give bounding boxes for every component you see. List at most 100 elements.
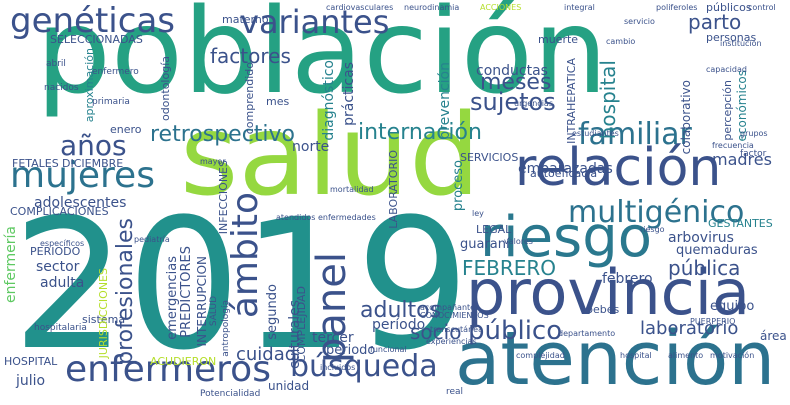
word-provincia: provincia (466, 256, 750, 329)
word-publica: pública (668, 256, 741, 280)
word-neurodinamia: neurodinamia (404, 3, 460, 12)
word-adulta: adulta (40, 275, 85, 291)
word-hospital-s: hospital (620, 351, 652, 360)
word-febrero-up: FEBRERO (462, 256, 557, 280)
word-2019: 2019 (12, 181, 471, 390)
word-potencialidad: Potencialidad (200, 389, 261, 399)
word-riesgo-small: riesgo (640, 225, 665, 234)
word-mayor: mayor (200, 157, 226, 166)
word-nacidos: nacidos (44, 83, 79, 93)
word-diciembre: DICIEMBRE (62, 157, 124, 170)
word-norte: norte (292, 139, 330, 155)
word-abril: abril (46, 59, 66, 69)
word-puerperio: PUERPERIO (690, 317, 736, 326)
word-muerte: muerte (538, 33, 579, 46)
word-urgencias: urgencias (514, 99, 553, 108)
word-mujeres: mujeres (10, 155, 155, 196)
word-tercer: tercer (312, 330, 354, 346)
word-control: control (748, 3, 776, 12)
word-internacion: internación (358, 120, 482, 145)
word-enfermero: enfermero (92, 67, 139, 77)
word-multigenico: multigénico (568, 195, 745, 230)
word-servicios: SERVICIOS (460, 151, 519, 164)
word-acudieron: ACUDIERON (150, 355, 217, 368)
word-autoeficacia: autoeficacia (530, 167, 598, 180)
word-publico: público (468, 316, 563, 346)
word-hospital: hospital (596, 60, 620, 140)
word-laboratorio-up: LABORATORIO (387, 150, 400, 229)
word-conductas: conductas (476, 63, 548, 79)
word-guarani: guaraní (460, 237, 510, 252)
word-conocimientos: CONOCIMIENTOS (420, 311, 489, 320)
word-cardiovasculares: cardiovasculares (326, 3, 394, 12)
word-meses: meses (480, 70, 552, 95)
word-complejidad: COMPLEJIDAD (295, 286, 308, 363)
word-madres: madres (712, 150, 772, 169)
word-periodo: período (372, 317, 426, 333)
word-emergencias: emergencias (165, 256, 180, 340)
word-sector: sector (36, 259, 80, 275)
word-comprendido: comprendido (243, 62, 256, 135)
word-jurisdicciones: JURISDICCIONES (97, 268, 110, 359)
word-frecuencia: frecuencia (712, 141, 754, 150)
word-hospitalaria: hospitalaria (34, 323, 87, 333)
word-gestantes: GESTANTES (708, 217, 773, 230)
word-area: área (760, 329, 787, 343)
word-retrospectivo: retrospectivo (150, 122, 296, 147)
word-anios: años (60, 129, 127, 162)
word-enero: enero (110, 123, 142, 136)
word-institucion: institución (720, 39, 762, 48)
word-arbovirus: arbovirus (668, 230, 734, 246)
word-pediatria: pediatría (134, 235, 170, 244)
word-real: real (446, 387, 464, 397)
word-sujetos: sujetos (470, 88, 556, 116)
word-odontologia: odontología (159, 56, 172, 122)
word-integral: integral (564, 3, 595, 12)
word-parto: parto (688, 10, 742, 34)
word-legal: LEGAL (476, 223, 512, 236)
word-busqueda: búsqueda (290, 349, 438, 384)
word-relacion: relación (515, 138, 722, 198)
word-periodo-up: PERIODO (30, 245, 81, 258)
word-factor: factor (740, 149, 767, 159)
word-complejidad-s: complejidad (516, 351, 565, 360)
word-embarazadas: embarazadas (518, 161, 613, 177)
word-adultos: adultos (360, 298, 442, 323)
word-especificos: específicos (40, 239, 85, 248)
word-funcional: funcional (370, 345, 407, 354)
word-acompanantes: acompañantes (420, 303, 480, 312)
word-interrupcion: INTERRUPCION (195, 256, 209, 347)
word-poblacion: población (36, 0, 608, 120)
word-experiencias: experiencias (426, 337, 477, 346)
word-grupos: grupos (740, 129, 768, 138)
word-diagnostico: diagnóstico (321, 60, 337, 141)
word-periodo2: periodo (326, 343, 376, 358)
word-estudiantes: estudiantes (572, 129, 619, 138)
word-julio: julio (16, 373, 46, 389)
word-riesgo: riesgo (480, 205, 653, 270)
word-enfermeros: enfermeros (65, 349, 271, 390)
word-enfermedades: enfermedades (318, 213, 376, 222)
word-atendidos: atendidos (276, 213, 316, 222)
word-fetales: FETALES (12, 157, 59, 170)
word-predictores: PREDICTORES (179, 246, 194, 338)
word-familiar: familiar (578, 117, 692, 152)
word-aproximacion: aproximación (83, 48, 96, 123)
word-acciones: ACCIONES (480, 3, 522, 12)
word-unidad: unidad (268, 379, 310, 393)
word-publicos: públicos (706, 1, 752, 14)
word-poliferoles: poliferoles (656, 3, 698, 12)
word-salud: salud (180, 91, 481, 221)
word-quemaduras: quemaduras (676, 243, 758, 258)
word-geneticas: genéticas (10, 1, 175, 41)
word-atencion: atención (455, 316, 776, 402)
word-enfermeria: enfermería (3, 226, 19, 304)
word-cuidad: cuidad (236, 344, 297, 365)
word-ley: ley (472, 209, 484, 218)
word-bebes: bebés (586, 303, 620, 316)
word-laboratorio: laboratorio (640, 318, 739, 339)
word-prevencion: prevención (437, 62, 453, 140)
word-sistema: sistema (82, 313, 126, 326)
word-equipo: equipo (710, 299, 755, 314)
